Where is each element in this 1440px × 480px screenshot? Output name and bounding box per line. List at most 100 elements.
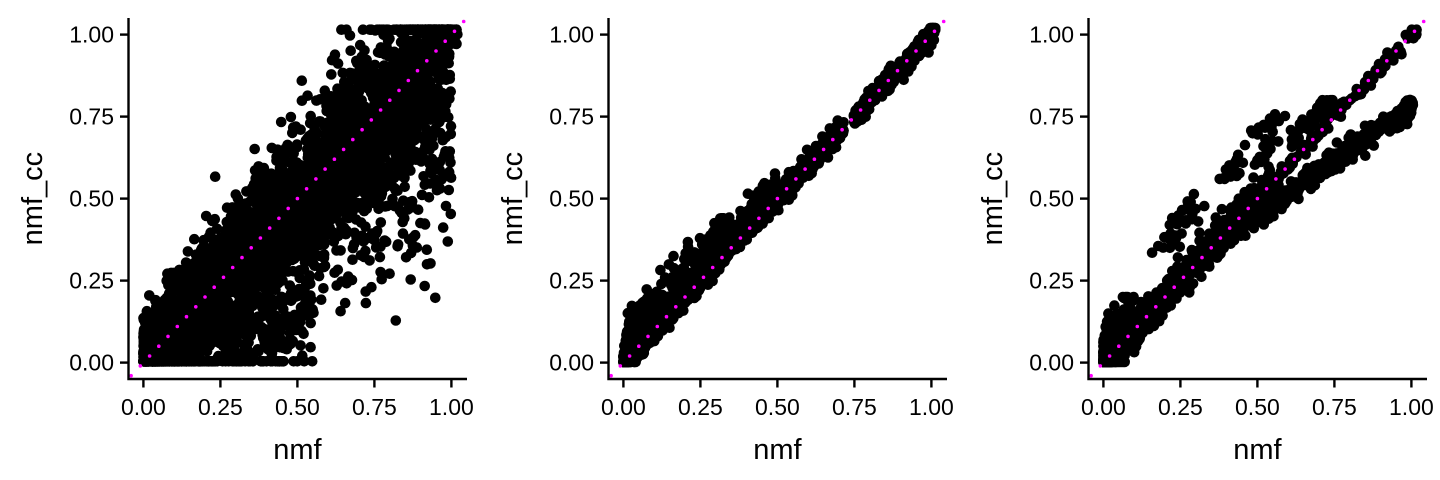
data-point: [432, 83, 444, 94]
data-point: [222, 283, 234, 295]
data-point: [332, 102, 344, 114]
data-point: [315, 294, 327, 306]
data-point: [312, 180, 323, 191]
data-point: [326, 69, 337, 80]
data-point: [261, 176, 272, 188]
data-point: [405, 106, 417, 117]
axis-tick-labels: 0.00 0.25 0.50 0.75 1.000.000.250.500.751.00: [69, 22, 474, 420]
data-point: [193, 280, 205, 292]
data-point: [440, 106, 451, 117]
identity-line-dot: [166, 334, 170, 339]
data-point: [303, 139, 315, 150]
data-point: [199, 310, 210, 322]
data-point: [205, 328, 217, 339]
identity-line-dot: [258, 236, 263, 240]
data-point: [356, 95, 368, 106]
data-point: [397, 112, 409, 123]
data-point: [268, 311, 280, 322]
data-point: [183, 294, 195, 305]
data-point: [288, 155, 299, 166]
data-point: [146, 356, 158, 367]
data-point: [401, 161, 412, 172]
identity-line-dot: [286, 206, 291, 211]
data-point: [442, 236, 454, 247]
identity-line-dot: [230, 265, 235, 270]
data-point: [228, 238, 239, 250]
data-point: [298, 300, 310, 311]
identity-line-dot: [388, 98, 392, 102]
data-point: [168, 274, 180, 285]
data-point: [167, 356, 178, 367]
data-point: [291, 215, 302, 227]
data-point: [234, 296, 245, 308]
data-point: [339, 76, 350, 88]
data-point: [419, 280, 431, 292]
data-point: [375, 266, 386, 278]
data-point: [371, 115, 382, 126]
data-point: [284, 334, 295, 346]
data-point: [427, 132, 438, 144]
data-point: [172, 299, 183, 311]
data-point: [156, 351, 167, 362]
data-point: [401, 131, 413, 142]
data-point: [387, 158, 399, 169]
data-point: [331, 280, 343, 291]
data-point: [280, 249, 292, 260]
data-point: [309, 123, 321, 134]
data-point: [282, 266, 294, 277]
data-point: [335, 245, 346, 256]
data-point: [289, 253, 300, 265]
data-point: [358, 205, 370, 217]
data-point: [291, 139, 303, 150]
identity-line-dot: [406, 78, 411, 83]
data-point: [294, 272, 306, 284]
data-point: [355, 250, 367, 261]
data-point: [282, 139, 293, 151]
data-point: [440, 200, 452, 212]
identity-line-dot: [341, 147, 346, 152]
data-point: [216, 294, 228, 305]
scatter-points: [138, 24, 463, 367]
data-point: [406, 120, 417, 131]
data-point: [353, 158, 365, 170]
data-point: [360, 221, 371, 232]
data-point: [399, 39, 411, 51]
data-point: [424, 144, 435, 155]
data-point: [324, 149, 335, 161]
data-point: [232, 314, 244, 326]
data-point: [407, 202, 419, 213]
data-point: [372, 85, 384, 97]
data-point: [274, 326, 286, 338]
data-point: [214, 352, 226, 363]
data-point: [380, 117, 391, 129]
data-point: [390, 315, 402, 326]
data-point: [275, 116, 287, 128]
data-point: [238, 268, 249, 279]
identity-line-dot: [415, 68, 420, 73]
data-point: [202, 253, 214, 265]
identity-line-dot: [434, 49, 438, 53]
data-point: [206, 215, 218, 227]
data-point: [232, 348, 244, 359]
data-point: [243, 337, 254, 348]
data-point: [211, 250, 223, 261]
identity-line-dot: [425, 59, 429, 63]
identity-line: [129, 19, 466, 378]
data-point: [445, 157, 456, 168]
data-point: [370, 164, 381, 176]
data-point: [314, 94, 326, 105]
identity-line-dot: [351, 137, 355, 142]
data-point: [347, 254, 358, 265]
data-point: [182, 246, 194, 257]
data-point: [390, 24, 402, 35]
data-point: [349, 181, 361, 192]
data-point: [375, 217, 387, 228]
data-point: [285, 237, 297, 249]
data-point: [343, 271, 354, 282]
identity-line-dot: [240, 255, 244, 260]
data-point: [342, 129, 353, 140]
data-point: [217, 322, 228, 333]
data-point: [228, 225, 240, 237]
data-point: [286, 188, 298, 200]
data-point: [375, 191, 387, 202]
